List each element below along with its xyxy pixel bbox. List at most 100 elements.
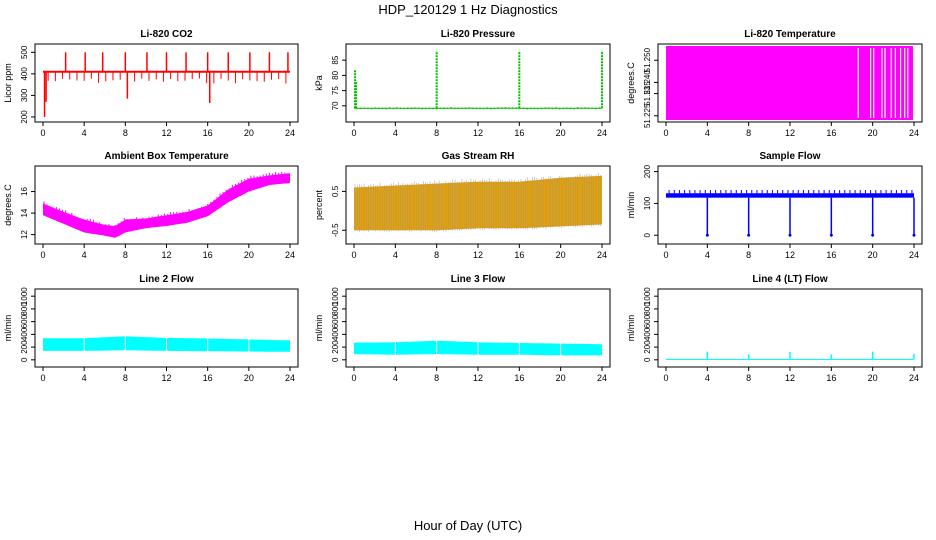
x-tick-label: 16: [203, 128, 213, 138]
y-tick-label: 12: [20, 230, 29, 239]
y-tick-label: 800: [643, 302, 652, 316]
series-point: [385, 107, 387, 110]
y-tick-label: 800: [331, 302, 340, 316]
panel-data: [354, 51, 603, 110]
x-tick-label: 12: [785, 250, 795, 260]
x-tick-label: 8: [746, 128, 751, 138]
series-point: [555, 107, 557, 109]
panel-title: Li-820 Temperature: [744, 29, 836, 40]
panel-data: [354, 172, 602, 233]
series-point: [439, 107, 442, 110]
x-tick-label: 4: [393, 373, 398, 383]
y-tick-label: 0: [643, 357, 652, 362]
x-tick-label: 8: [123, 250, 128, 260]
x-tick-label: 24: [597, 250, 607, 260]
y-tick-label: 200: [643, 340, 652, 354]
series-point: [566, 107, 568, 109]
x-tick-label: 4: [393, 128, 398, 138]
flow-dip-point: [788, 233, 792, 237]
series-point: [425, 107, 427, 110]
series-point: [482, 107, 485, 110]
y-tick-label: 600: [20, 314, 29, 328]
x-tick-label: 8: [746, 373, 751, 383]
series-point: [497, 107, 499, 109]
series-point: [370, 107, 373, 110]
panel-title: Line 3 Flow: [451, 274, 506, 285]
series-point: [363, 107, 366, 110]
flow-dip-point: [829, 233, 833, 237]
y-tick-label: 14: [20, 208, 29, 217]
series-point: [544, 107, 546, 109]
x-tick-label: 12: [161, 128, 171, 138]
x-tick-label: 24: [285, 373, 295, 383]
figure-x-axis-label: Hour of Day (UTC): [413, 518, 523, 533]
panel-data: [666, 351, 915, 360]
series-point: [428, 107, 431, 110]
x-tick-label: 8: [434, 250, 439, 260]
x-tick-label: 0: [351, 250, 356, 260]
x-tick-label: 20: [244, 250, 254, 260]
panel-3: Li-820 Temperature degrees.C 0 4 8 12 16 20 24 51…: [626, 29, 923, 138]
x-tick-label: 4: [705, 373, 710, 383]
series-point: [359, 107, 362, 110]
x-tick-label: 12: [473, 250, 483, 260]
x-tick-label: 16: [203, 250, 213, 260]
series-point: [392, 107, 395, 110]
panel-y-label: Licor ppm: [3, 63, 13, 103]
flow-dip-point: [705, 233, 709, 237]
y-tick-label: 200: [20, 340, 29, 354]
y-tick-label: 51.240: [643, 70, 652, 95]
series-point: [558, 107, 561, 110]
x-tick-label: 12: [473, 373, 483, 383]
y-tick-label: 1000: [20, 287, 29, 305]
panel-5: Gas Stream RH percent 0 4 8 12 16 20 24 -0.5 0.5: [314, 151, 611, 260]
x-tick-label: 4: [705, 250, 710, 260]
x-tick-label: 8: [123, 373, 128, 383]
x-tick-label: 20: [868, 128, 878, 138]
series-point: [396, 107, 398, 109]
y-tick-label: 800: [20, 302, 29, 316]
panel-title: Li-820 Pressure: [441, 29, 516, 40]
panel-2: Li-820 Pressure kPa 0 4 8 12 16 20 24 70 75 80 85: [314, 29, 611, 138]
panel-7: Line 2 Flow ml/min 0 4 8 12 16 20 24 0 20040060080…: [3, 274, 299, 383]
series-point: [461, 107, 463, 110]
band-fill: [43, 173, 290, 238]
series-point: [486, 107, 489, 109]
series-point: [598, 107, 601, 109]
y-tick-label: 16: [20, 187, 29, 196]
series-point: [457, 107, 460, 110]
panel-data: [666, 190, 916, 237]
panel-8: Line 3 Flow ml/min 0 4 8 12 16 20 24 0 20040060080…: [314, 274, 611, 383]
series-point: [414, 107, 416, 109]
series-point: [432, 107, 434, 110]
series-point: [551, 107, 554, 110]
x-tick-label: 20: [556, 373, 566, 383]
x-tick-label: 0: [351, 128, 356, 138]
panel-9: Line 4 (LT) Flow ml/min 0 4 8 12 16 20 24 0 200400…: [626, 274, 923, 383]
flow-dip-point: [747, 233, 751, 237]
x-tick-label: 20: [868, 250, 878, 260]
flow-dip-point: [912, 233, 916, 237]
panel-title: Line 4 (LT) Flow: [752, 274, 828, 285]
flow-band: [666, 193, 914, 198]
x-tick-label: 12: [473, 128, 483, 138]
x-tick-label: 4: [393, 250, 398, 260]
x-tick-label: 20: [244, 128, 254, 138]
y-tick-label: 400: [20, 67, 29, 81]
panel-data: [43, 52, 290, 117]
panel-6: Sample Flow ml/min 0 4 8 12 16 20 24 0 100 200: [626, 151, 923, 260]
panel-data: [666, 46, 913, 120]
series-point: [591, 107, 593, 110]
y-tick-label: 400: [643, 327, 652, 341]
y-tick-label: 85: [331, 55, 340, 64]
x-tick-label: 16: [514, 373, 524, 383]
x-tick-label: 12: [785, 128, 795, 138]
series-point: [399, 107, 402, 110]
y-tick-label: 400: [331, 327, 340, 341]
series-point: [453, 107, 456, 110]
y-tick-label: 400: [20, 327, 29, 341]
series-point: [388, 107, 391, 109]
series-point: [464, 107, 467, 110]
panel-y-label: degrees.C: [3, 184, 13, 226]
